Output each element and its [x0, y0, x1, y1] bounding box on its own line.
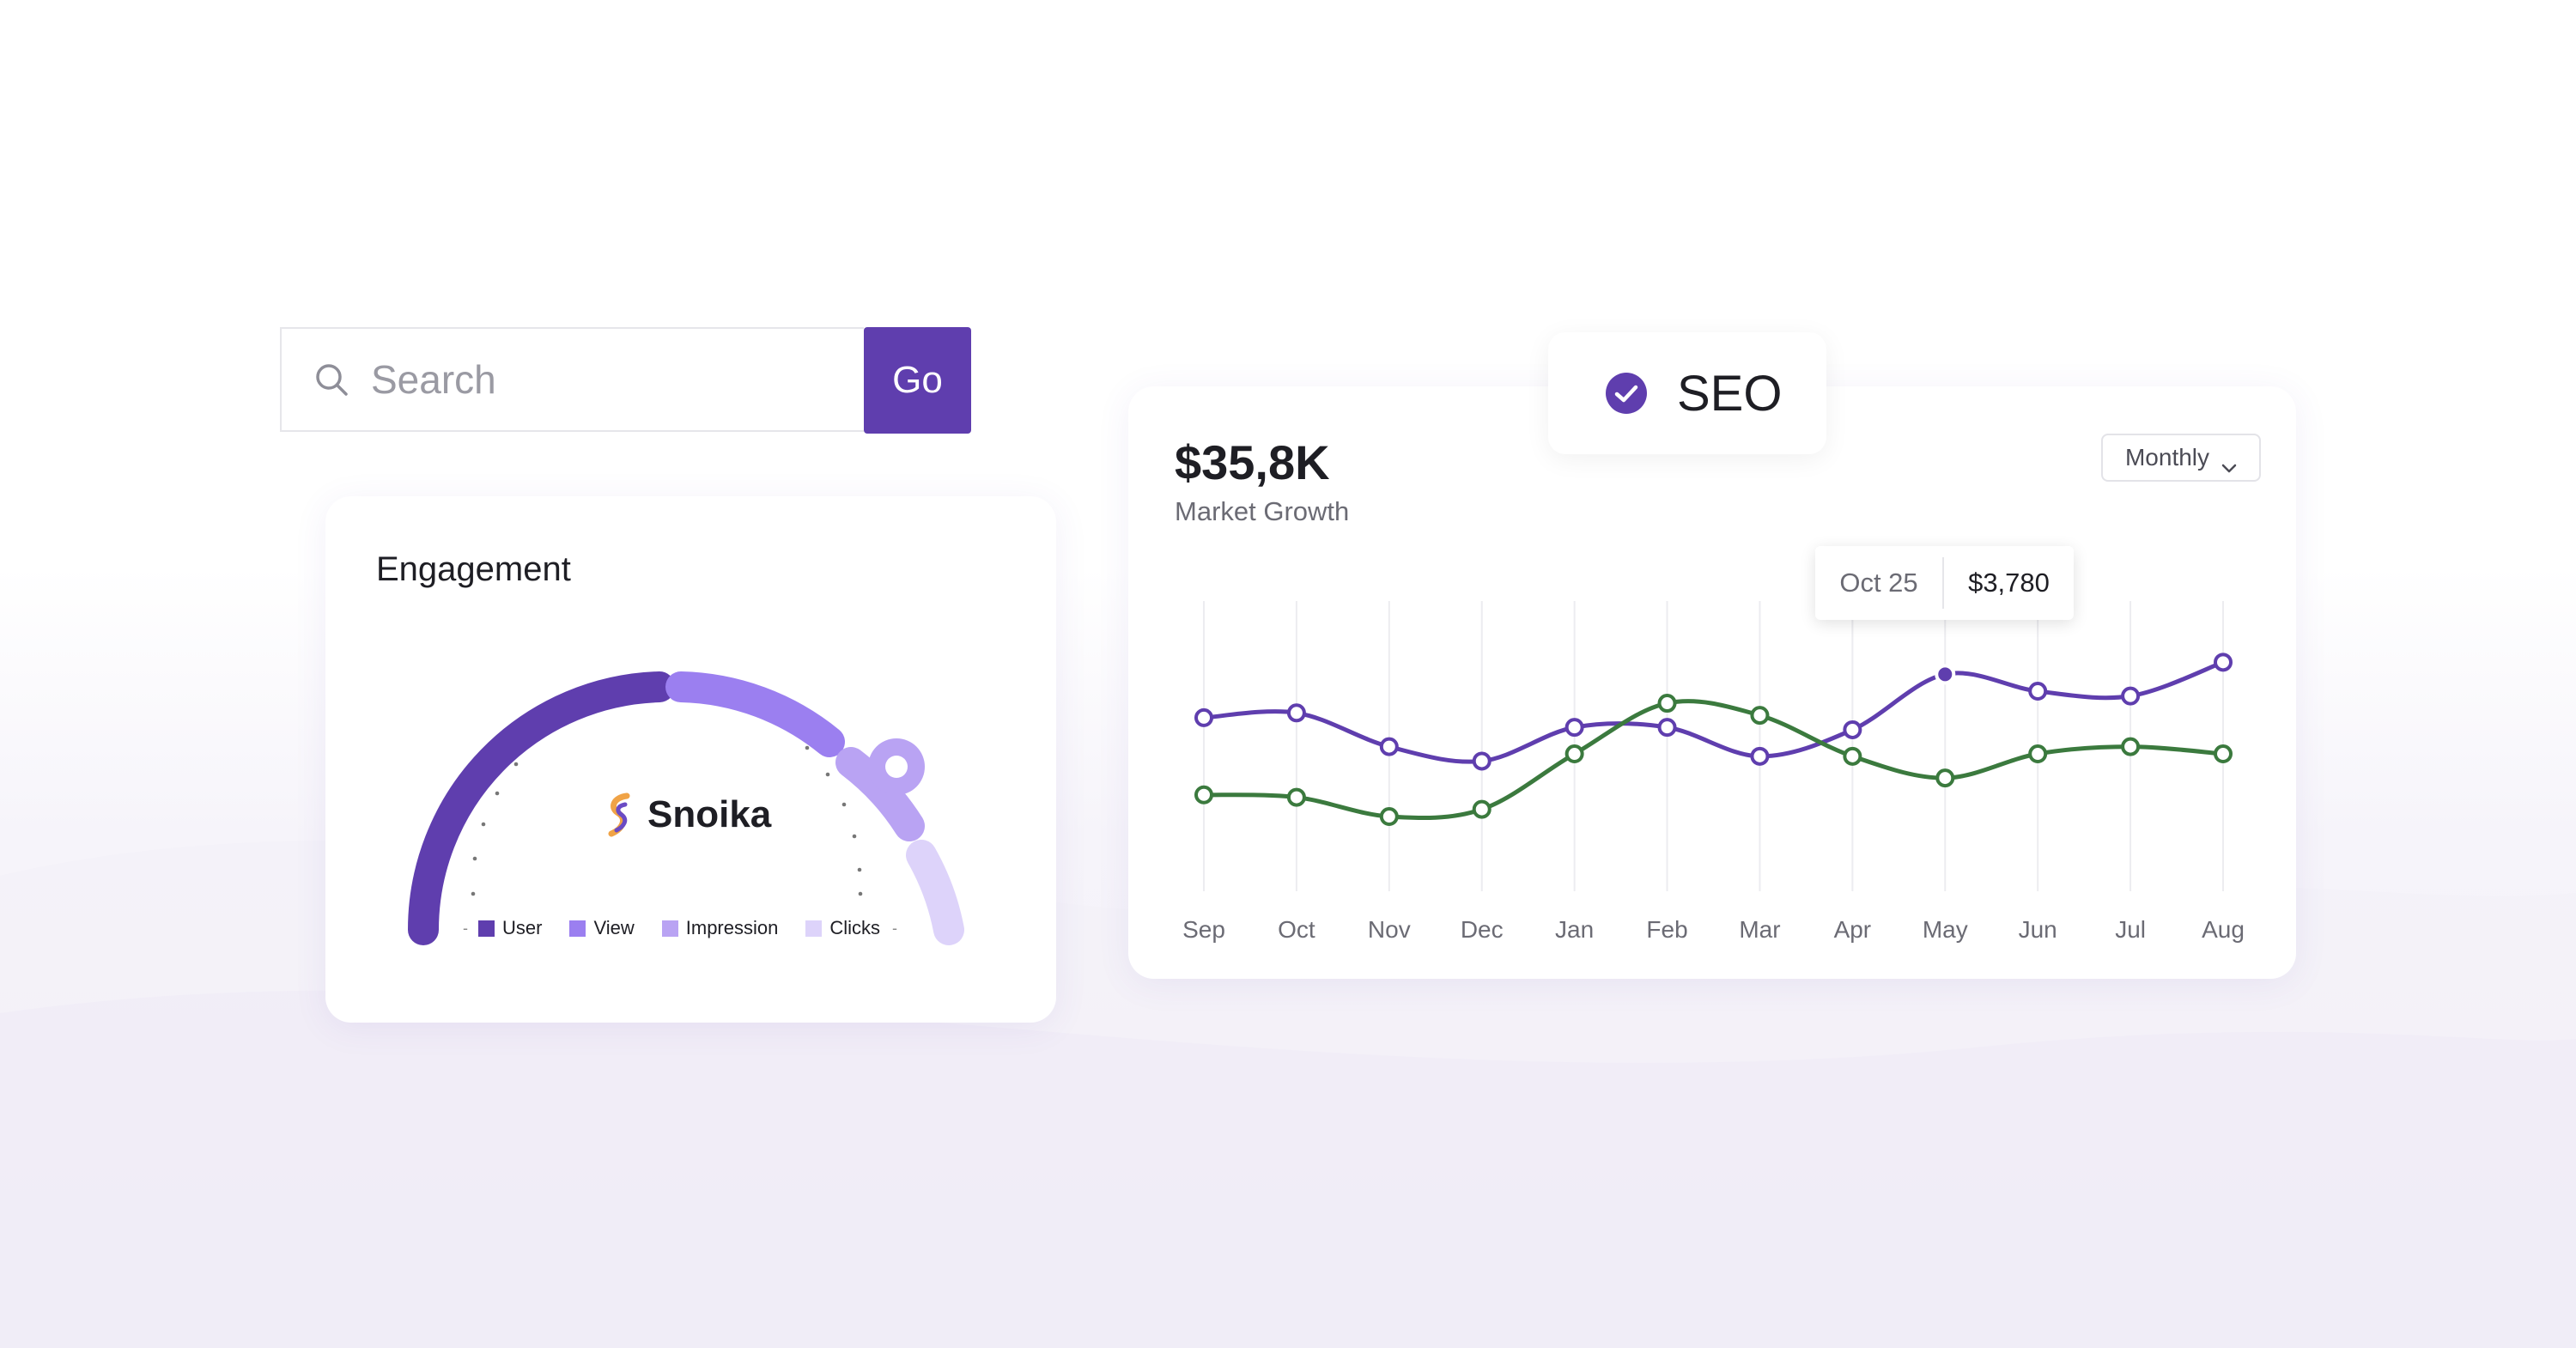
seo-label: SEO: [1677, 365, 1783, 422]
data-point[interactable]: [1564, 744, 1584, 764]
search-placeholder: Search: [371, 357, 496, 402]
data-point[interactable]: [1935, 768, 1955, 788]
tooltip-date: Oct 25: [1815, 557, 1944, 609]
data-point[interactable]: [1379, 737, 1399, 756]
data-point[interactable]: [1843, 720, 1862, 739]
data-point[interactable]: [1657, 718, 1677, 738]
data-point[interactable]: [2028, 744, 2048, 764]
x-tick-label: Mar: [1739, 916, 1780, 943]
legend-label: View: [593, 917, 635, 938]
x-tick-label: Aug: [2202, 916, 2245, 943]
x-tick-label: Dec: [1461, 916, 1504, 943]
data-point[interactable]: [2121, 737, 2141, 756]
search-bar: Search Go: [280, 327, 971, 434]
data-point[interactable]: [1657, 694, 1677, 713]
snoika-logo-icon: [608, 792, 630, 837]
x-tick-label: Jan: [1555, 916, 1594, 943]
data-point[interactable]: [1750, 746, 1770, 766]
legend-label: User: [502, 917, 543, 938]
data-point[interactable]: [2214, 653, 2233, 672]
x-tick-label: May: [1923, 916, 1968, 943]
data-point[interactable]: [1750, 706, 1770, 726]
market-growth-card: $35,8K Market Growth Monthly Sep Oct Nov De…: [1128, 386, 2296, 979]
chart-tooltip: Oct 25 $3,780: [1815, 546, 2074, 620]
x-tick-label: Oct: [1278, 916, 1315, 943]
data-point[interactable]: [2121, 686, 2141, 706]
legend-swatch: [661, 920, 678, 937]
go-button[interactable]: Go: [864, 327, 971, 434]
tooltip-value: $3,780: [1968, 568, 2050, 598]
gauge-legend: - User View Impression Clicks -: [463, 917, 908, 939]
legend-swatch: [805, 920, 823, 937]
market-label: Market Growth: [1175, 496, 1350, 526]
market-line-chart: Sep Oct Nov Dec Jan Feb Mar Apr May Jun Jul Aug: [1182, 601, 2245, 943]
series-line-1: [1203, 659, 2224, 764]
data-point[interactable]: [2214, 744, 2233, 764]
legend-item-impression: Impression: [661, 917, 779, 939]
legend-label: Impression: [685, 917, 779, 938]
x-tick-label: Sep: [1182, 916, 1225, 943]
x-tick-label: Nov: [1368, 916, 1411, 943]
search-icon: [314, 362, 349, 397]
data-point[interactable]: [2028, 682, 2048, 701]
gauge-segment-view: [665, 671, 845, 757]
brand-name: Snoika: [647, 793, 772, 835]
engagement-gauge: [408, 671, 964, 945]
search-input[interactable]: Search: [280, 327, 864, 432]
data-point[interactable]: [1472, 799, 1492, 819]
legend-item-view: View: [569, 917, 635, 939]
brand: Snoika: [605, 792, 771, 837]
gauge-segment-clicks: [906, 840, 964, 945]
x-tick-label: Jul: [2115, 916, 2146, 943]
period-dropdown[interactable]: Monthly: [2101, 434, 2261, 482]
x-tick-label: Jun: [2019, 916, 2057, 943]
legend-swatch: [478, 920, 495, 937]
chevron-down-icon: [2221, 452, 2237, 473]
legend-item-user: User: [478, 917, 542, 939]
seo-badge: SEO: [1548, 332, 1826, 454]
data-point[interactable]: [1194, 707, 1213, 727]
gauge-segment-user: [408, 671, 675, 945]
market-value: $35,8K: [1175, 435, 1330, 489]
legend-dash: -: [892, 919, 898, 937]
data-point[interactable]: [1194, 785, 1213, 805]
engagement-title: Engagement: [376, 550, 571, 588]
data-point[interactable]: [1843, 746, 1862, 766]
data-point[interactable]: [1286, 703, 1306, 723]
legend-dash: -: [463, 919, 468, 937]
data-point[interactable]: [1379, 807, 1399, 827]
legend-item-clicks: Clicks: [805, 917, 880, 939]
period-dropdown-value: Monthly: [2124, 444, 2210, 471]
data-point[interactable]: [1472, 751, 1492, 771]
highlighted-point[interactable]: [1935, 664, 1956, 685]
x-tick-label: Feb: [1646, 916, 1687, 943]
legend-label: Clicks: [829, 917, 881, 938]
data-point[interactable]: [1286, 787, 1306, 807]
check-icon: [1606, 373, 1647, 414]
legend-swatch: [569, 920, 586, 937]
data-point[interactable]: [1564, 718, 1584, 738]
series-line-2: [1203, 699, 2224, 821]
engagement-card: Engagement Snoika - User: [325, 496, 1056, 1023]
x-tick-label: Apr: [1834, 916, 1872, 943]
